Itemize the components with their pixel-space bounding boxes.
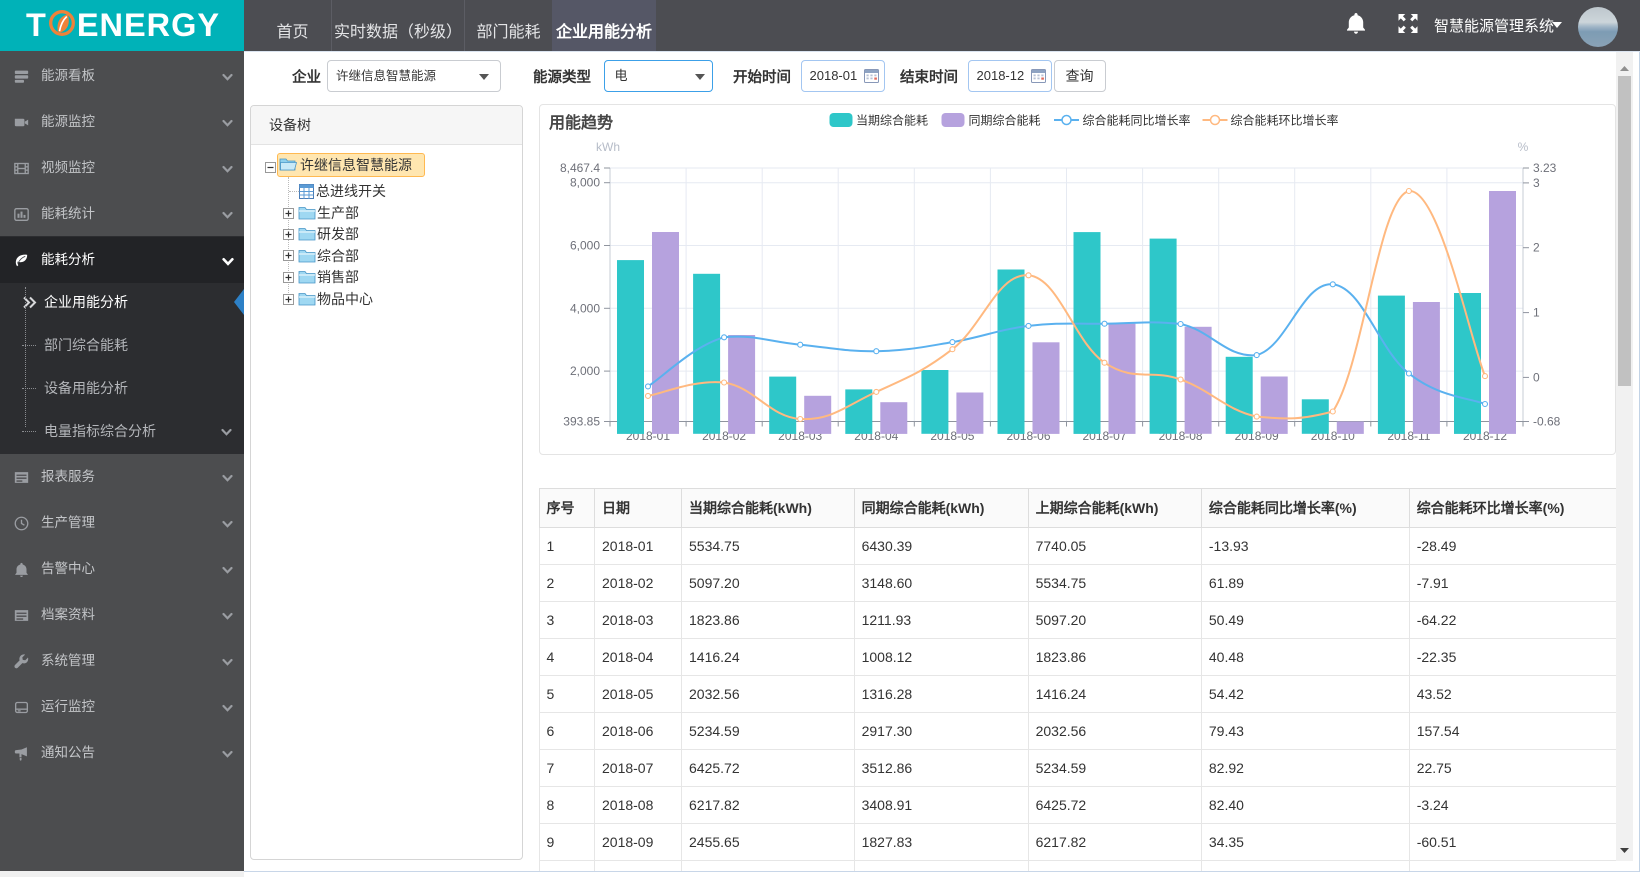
svg-text:当期综合能耗: 当期综合能耗 [856, 113, 928, 128]
svg-text:3: 3 [1533, 176, 1540, 190]
svg-text:2: 2 [1533, 241, 1540, 255]
svg-text:kWh: kWh [596, 140, 620, 154]
svg-text:8,000: 8,000 [569, 176, 599, 190]
svg-text:6,000: 6,000 [569, 239, 599, 253]
svg-text:综合能耗同比增长率: 综合能耗同比增长率 [1082, 113, 1190, 128]
svg-text:1: 1 [1533, 306, 1540, 320]
svg-text:同期综合能耗: 同期综合能耗 [968, 113, 1040, 128]
svg-text:%: % [1517, 140, 1528, 154]
svg-text:综合能耗环比增长率: 综合能耗环比增长率 [1230, 113, 1338, 128]
svg-text:用能趋势: 用能趋势 [549, 113, 613, 132]
svg-text:3.23: 3.23 [1533, 161, 1557, 175]
svg-text:2,000: 2,000 [569, 364, 599, 378]
svg-text:393.85: 393.85 [563, 415, 600, 429]
svg-text:8,467.4: 8,467.4 [559, 161, 599, 175]
svg-text:0: 0 [1533, 370, 1540, 384]
svg-text:-0.68: -0.68 [1533, 415, 1561, 429]
svg-text:4,000: 4,000 [569, 301, 599, 315]
